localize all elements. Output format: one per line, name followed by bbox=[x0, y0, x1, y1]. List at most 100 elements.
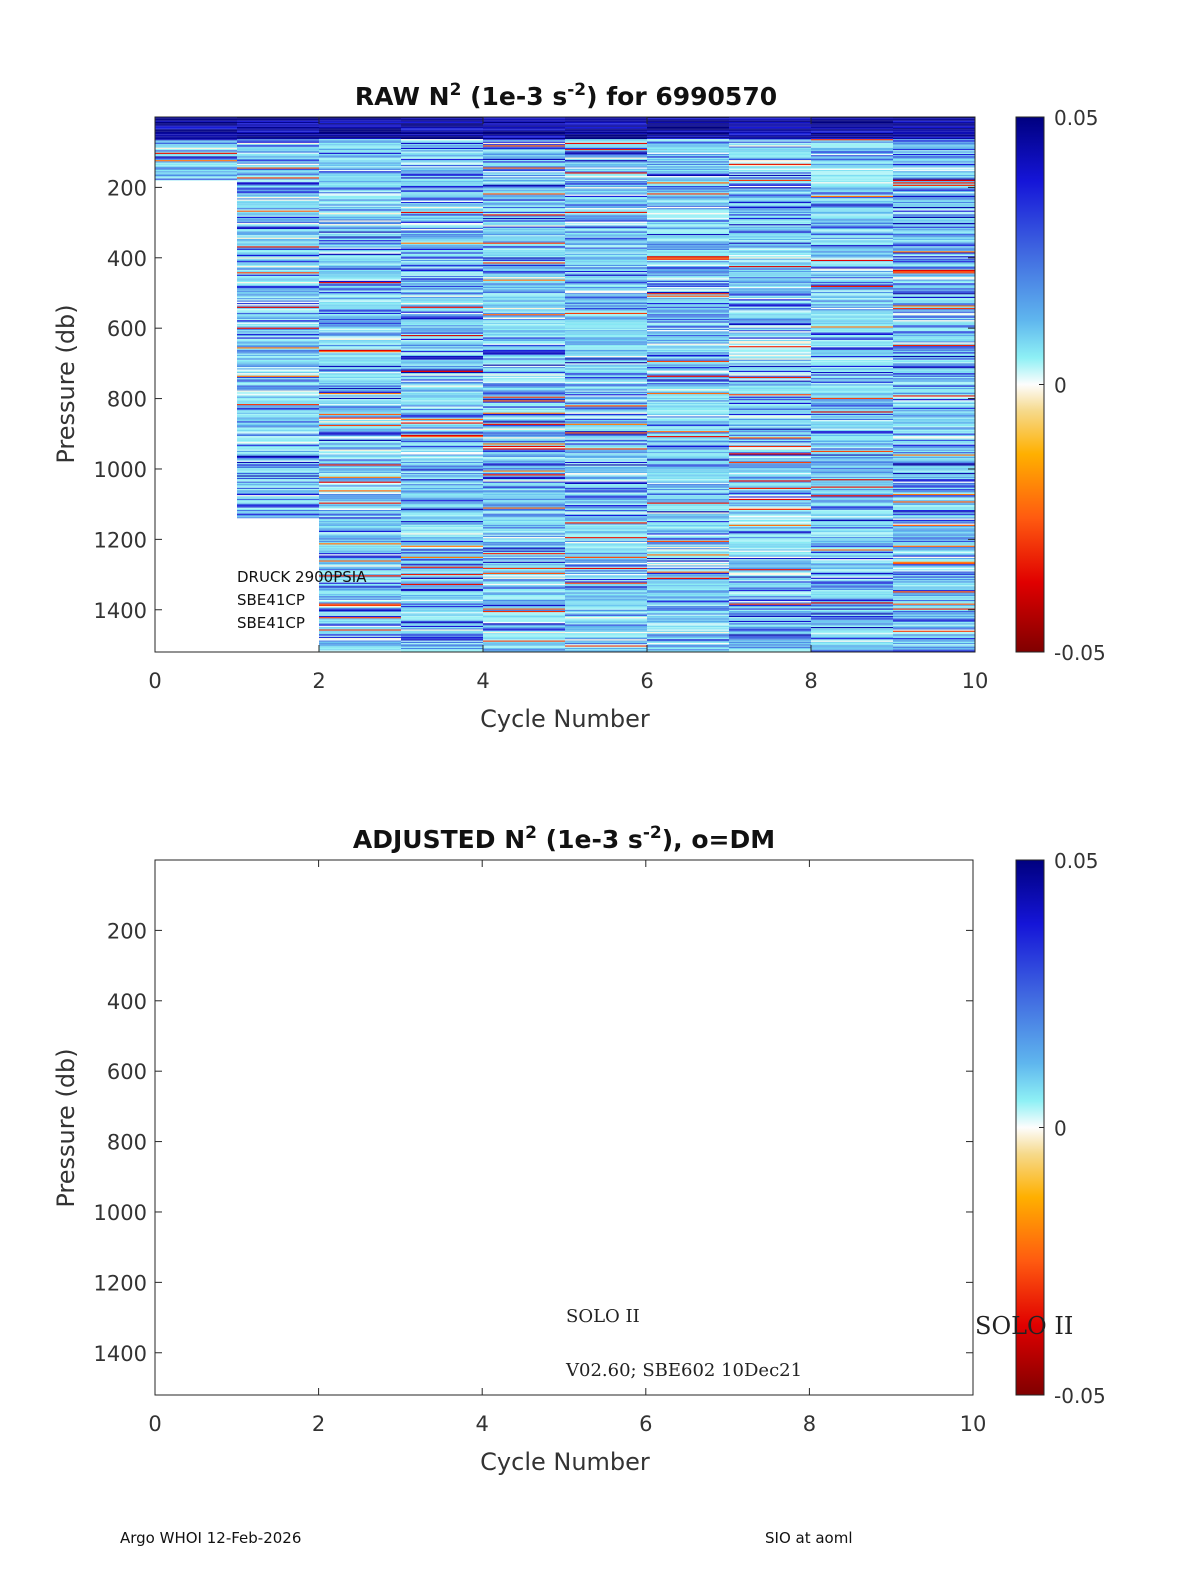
raw-n2-cell bbox=[729, 625, 811, 628]
raw-n2-cell bbox=[729, 491, 811, 493]
raw-n2-cell bbox=[155, 155, 237, 157]
raw-n2-cell bbox=[893, 238, 975, 241]
raw-n2-cell bbox=[483, 598, 565, 600]
raw-n2-cell bbox=[237, 218, 319, 220]
raw-n2-cell bbox=[483, 525, 565, 528]
raw-n2-cell bbox=[483, 543, 565, 545]
raw-n2-cell bbox=[319, 243, 401, 246]
adjusted-float-type: SOLO II bbox=[566, 1306, 640, 1327]
raw-n2-cell bbox=[565, 619, 647, 621]
raw-n2-cell bbox=[319, 623, 401, 625]
raw-n2-cell bbox=[155, 124, 237, 126]
raw-n2-cell bbox=[483, 619, 565, 621]
raw-n2-cell bbox=[647, 549, 729, 551]
raw-n2-cell bbox=[729, 495, 811, 497]
raw-n2-cell bbox=[483, 622, 565, 624]
raw-n2-cell bbox=[811, 599, 893, 602]
raw-n2-cell bbox=[319, 449, 401, 451]
raw-colorbar-ticks: 0.050-0.05 bbox=[1039, 106, 1106, 665]
raw-n2-cell bbox=[565, 174, 647, 177]
raw-n2-cell bbox=[319, 628, 401, 630]
raw-n2-cell bbox=[647, 386, 729, 389]
raw-n2-cell bbox=[483, 342, 565, 344]
raw-n2-cell bbox=[811, 523, 893, 525]
raw-n2-cell bbox=[401, 369, 483, 371]
raw-n2-cell bbox=[893, 422, 975, 424]
raw-n2-cell bbox=[647, 253, 729, 255]
raw-n2-cell bbox=[565, 491, 647, 493]
raw-n2-cell bbox=[565, 227, 647, 230]
raw-n2-cell bbox=[893, 570, 975, 572]
raw-n2-cell bbox=[401, 570, 483, 572]
raw-n2-cell bbox=[647, 542, 729, 544]
raw-n2-cell bbox=[237, 160, 319, 162]
raw-n2-cell bbox=[483, 176, 565, 178]
raw-n2-cell bbox=[647, 497, 729, 499]
raw-n2-cell bbox=[237, 404, 319, 406]
raw-n2-cell bbox=[729, 381, 811, 384]
raw-n2-cell bbox=[565, 596, 647, 598]
raw-n2-cell bbox=[811, 537, 893, 539]
raw-n2-cell bbox=[729, 433, 811, 435]
raw-n2-cell bbox=[401, 454, 483, 456]
raw-n2-cell bbox=[565, 450, 647, 453]
raw-n2-cell bbox=[237, 405, 319, 407]
raw-n2-cell bbox=[483, 174, 565, 177]
raw-n2-cell bbox=[401, 577, 483, 579]
raw-n2-cell bbox=[729, 273, 811, 275]
raw-n2-cell bbox=[483, 352, 565, 354]
raw-n2-cell bbox=[319, 643, 401, 645]
raw-n2-cell bbox=[401, 277, 483, 279]
raw-n2-cell bbox=[319, 183, 401, 185]
raw-n2-cell bbox=[565, 242, 647, 244]
raw-n2-cell bbox=[647, 587, 729, 589]
raw-n2-cell bbox=[893, 581, 975, 583]
raw-n2-cell bbox=[893, 157, 975, 159]
raw-n2-cell bbox=[893, 218, 975, 220]
raw-n2-cell bbox=[893, 153, 975, 156]
raw-n2-cell bbox=[729, 342, 811, 344]
raw-n2-cell bbox=[893, 386, 975, 389]
raw-n2-cell bbox=[565, 353, 647, 355]
raw-n2-cell bbox=[319, 399, 401, 401]
raw-n2-cell bbox=[237, 380, 319, 382]
raw-n2-cell bbox=[483, 220, 565, 222]
raw-n2-cell bbox=[401, 188, 483, 190]
raw-n2-cell bbox=[811, 208, 893, 210]
raw-n2-cell bbox=[483, 560, 565, 562]
raw-n2-cell bbox=[401, 586, 483, 588]
raw-n2-cell bbox=[729, 193, 811, 195]
raw-n2-cell bbox=[811, 188, 893, 190]
raw-n2-cell bbox=[565, 521, 647, 523]
raw-n2-cell bbox=[401, 496, 483, 498]
raw-n2-cell bbox=[729, 524, 811, 526]
raw-n2-cell bbox=[319, 185, 401, 188]
raw-n2-cell bbox=[319, 368, 401, 370]
raw-n2-cell bbox=[811, 247, 893, 249]
raw-n2-cell bbox=[155, 176, 237, 178]
raw-n2-cell bbox=[319, 346, 401, 348]
raw-n2-cell bbox=[811, 272, 893, 274]
raw-n2-cell bbox=[893, 490, 975, 492]
raw-n2-cell bbox=[319, 176, 401, 178]
raw-n2-cell bbox=[729, 553, 811, 555]
raw-n2-cell bbox=[893, 411, 975, 413]
raw-n2-cell bbox=[237, 453, 319, 455]
raw-n2-cell bbox=[893, 362, 975, 364]
raw-n2-cell bbox=[647, 184, 729, 186]
raw-n2-cell bbox=[319, 152, 401, 154]
raw-n2-cell bbox=[237, 495, 319, 497]
raw-n2-cell bbox=[237, 358, 319, 360]
raw-n2-cell bbox=[565, 593, 647, 595]
raw-n2-cell bbox=[401, 378, 483, 380]
raw-n2-cell bbox=[647, 242, 729, 244]
raw-n2-cell bbox=[483, 566, 565, 568]
raw-n2-cell bbox=[647, 142, 729, 145]
raw-n2-cell bbox=[647, 468, 729, 470]
raw-n2-cell bbox=[319, 332, 401, 334]
raw-n2-cell bbox=[893, 296, 975, 299]
raw-n2-cell bbox=[729, 141, 811, 143]
raw-n2-cell bbox=[401, 591, 483, 593]
raw-n2-cell bbox=[401, 594, 483, 597]
raw-n2-cell bbox=[893, 434, 975, 437]
